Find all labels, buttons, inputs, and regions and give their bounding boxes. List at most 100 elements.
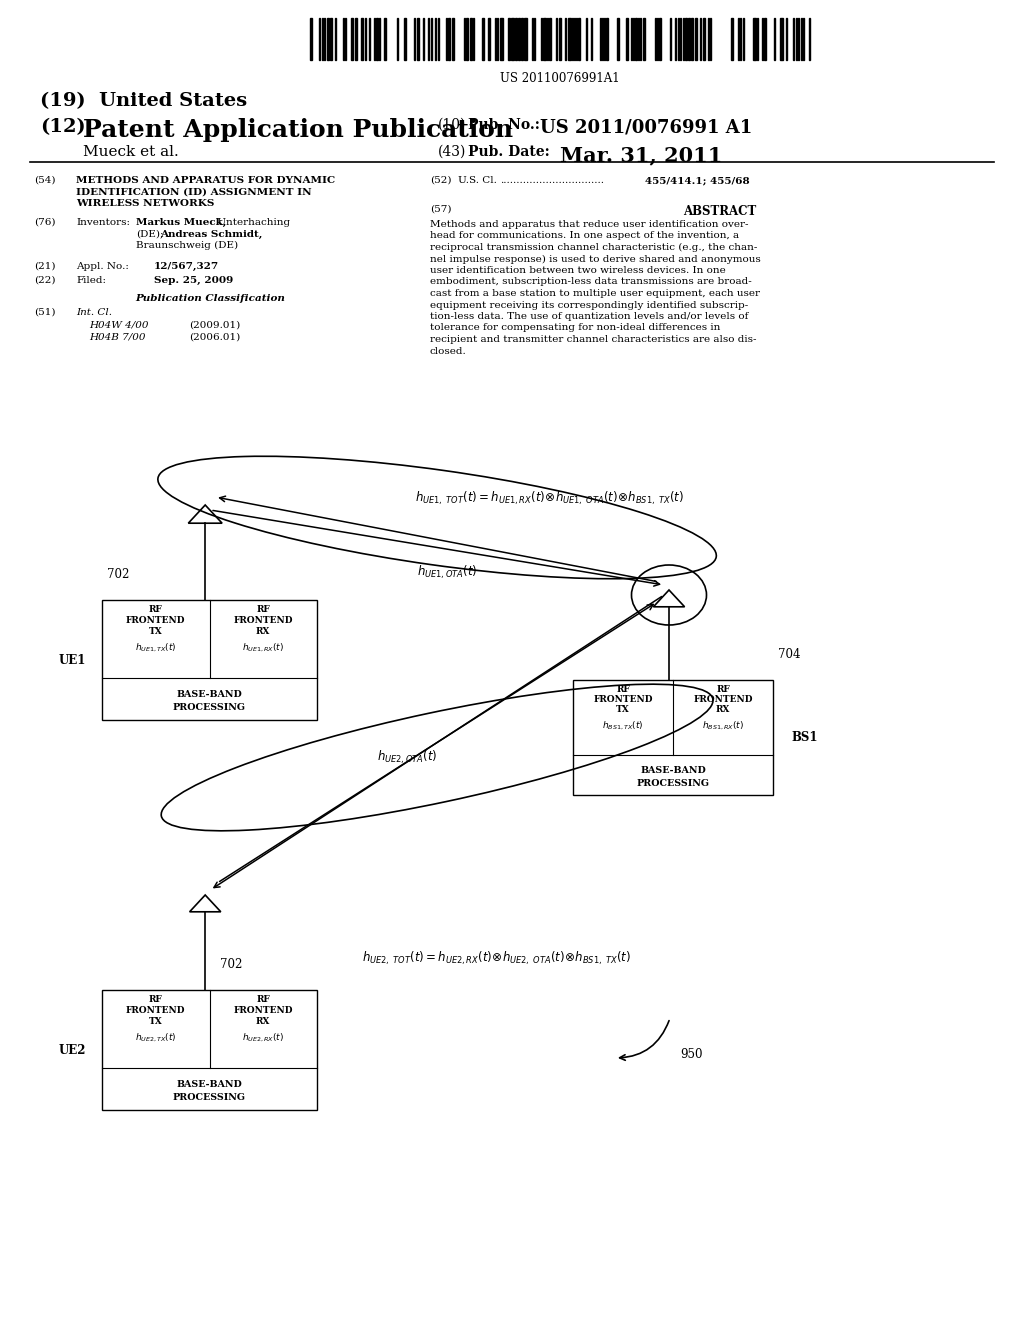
Text: (2006.01): (2006.01) (189, 333, 241, 342)
Bar (685, 18, 687, 59)
Text: FRONTEND: FRONTEND (233, 616, 293, 624)
Text: 12/567,327: 12/567,327 (154, 261, 219, 271)
Text: 455/414.1; 455/68: 455/414.1; 455/68 (645, 176, 750, 185)
Text: Appl. No.:: Appl. No.: (76, 261, 129, 271)
Text: Patent Application Publication: Patent Application Publication (83, 117, 513, 143)
Text: Andreas Schmidt,: Andreas Schmidt, (160, 230, 262, 239)
Text: Filed:: Filed: (76, 276, 106, 285)
Text: BS1: BS1 (791, 731, 817, 744)
Text: 704: 704 (778, 648, 801, 661)
Bar (643, 18, 645, 59)
Text: head for communications. In one aspect of the invention, a: head for communications. In one aspect o… (430, 231, 739, 240)
Text: RF: RF (256, 995, 270, 1005)
Bar (466, 18, 468, 59)
Text: PROCESSING: PROCESSING (173, 704, 246, 713)
Text: FRONTEND: FRONTEND (126, 616, 185, 624)
Text: FRONTEND: FRONTEND (593, 696, 652, 704)
Text: (43): (43) (438, 145, 466, 158)
Bar (452, 18, 454, 59)
Bar (511, 18, 514, 59)
Bar (470, 18, 472, 59)
Text: (52): (52) (430, 176, 452, 185)
Text: BASE-BAND: BASE-BAND (176, 1080, 243, 1089)
Bar (330, 18, 332, 59)
Bar (606, 18, 608, 59)
Text: 702: 702 (220, 958, 243, 972)
Text: U.S. Cl.: U.S. Cl. (458, 176, 497, 185)
Text: Markus Mueck,: Markus Mueck, (136, 218, 226, 227)
Text: (10): (10) (438, 117, 466, 132)
Text: Mueck et al.: Mueck et al. (83, 145, 179, 158)
Text: Int. Cl.: Int. Cl. (76, 308, 112, 317)
Text: Publication Classification: Publication Classification (135, 294, 285, 304)
Text: (DE);: (DE); (136, 230, 164, 239)
Bar (764, 18, 766, 59)
Text: recipient and transmitter channel characteristics are also dis-: recipient and transmitter channel charac… (430, 335, 757, 345)
Text: embodiment, subscription-less data transmissions are broad-: embodiment, subscription-less data trans… (430, 277, 752, 286)
Text: METHODS AND APPARATUS FOR DYNAMIC: METHODS AND APPARATUS FOR DYNAMIC (76, 176, 335, 185)
Text: $h_{UE2,TX}(t)$: $h_{UE2,TX}(t)$ (135, 1032, 176, 1044)
Bar (524, 18, 527, 59)
Bar (635, 18, 637, 59)
Text: (57): (57) (430, 205, 452, 214)
Text: equipment receiving its correspondingly identified subscrip-: equipment receiving its correspondingly … (430, 301, 749, 309)
Bar (355, 18, 357, 59)
Text: RF: RF (148, 995, 163, 1005)
Bar (102, 601, 317, 719)
Text: user identification between two wireless devices. In one: user identification between two wireless… (430, 267, 726, 275)
Text: WIRELESS NETWORKS: WIRELESS NETWORKS (76, 199, 214, 209)
Text: reciprocal transmission channel characteristic (e.g., the chan-: reciprocal transmission channel characte… (430, 243, 758, 252)
Bar (482, 18, 484, 59)
Text: PROCESSING: PROCESSING (173, 1093, 246, 1102)
Bar (515, 18, 517, 59)
Text: tolerance for compensating for non-ideal differences in: tolerance for compensating for non-ideal… (430, 323, 720, 333)
Text: RX: RX (256, 1016, 270, 1026)
Bar (417, 18, 419, 59)
Text: Braunschweig (DE): Braunschweig (DE) (136, 242, 239, 249)
Text: tion-less data. The use of quantization levels and/or levels of: tion-less data. The use of quantization … (430, 312, 749, 321)
Bar (626, 18, 628, 59)
Bar (518, 18, 520, 59)
Bar (488, 18, 490, 59)
Text: (51): (51) (34, 308, 55, 317)
Bar (731, 18, 733, 59)
Text: RF: RF (256, 605, 270, 614)
Text: (2009.01): (2009.01) (189, 321, 241, 330)
Text: $h_{UE2, OTA}(t)$: $h_{UE2, OTA}(t)$ (377, 748, 437, 766)
Bar (404, 18, 406, 59)
Text: RF: RF (148, 605, 163, 614)
Text: Sep. 25, 2009: Sep. 25, 2009 (154, 276, 233, 285)
Bar (753, 18, 756, 59)
Text: US 2011/0076991 A1: US 2011/0076991 A1 (540, 117, 753, 136)
Text: closed.: closed. (430, 346, 467, 355)
Text: $h_{UE2,\ TOT}(t) = h_{UE2,RX}(t)\!\otimes\! h_{UE2,\ OTA}(t)\!\otimes\! h_{BS1,: $h_{UE2,\ TOT}(t) = h_{UE2,RX}(t)\!\otim… (362, 949, 631, 966)
Text: TX: TX (148, 627, 163, 636)
Text: 702: 702 (106, 569, 129, 582)
Bar (361, 18, 362, 59)
Text: Pub. Date:: Pub. Date: (468, 145, 550, 158)
Text: (22): (22) (34, 276, 55, 285)
Text: (12): (12) (40, 117, 86, 136)
Text: FRONTEND: FRONTEND (233, 1006, 293, 1015)
Bar (327, 18, 329, 59)
Text: Inventors:: Inventors: (76, 218, 130, 227)
Text: $h_{UE1,TX}(t)$: $h_{UE1,TX}(t)$ (135, 642, 176, 655)
Bar (521, 18, 523, 59)
Text: FRONTEND: FRONTEND (693, 696, 753, 704)
Text: Pub. No.:: Pub. No.: (468, 117, 540, 132)
Bar (578, 18, 580, 59)
Text: (76): (76) (34, 218, 55, 227)
Text: PROCESSING: PROCESSING (637, 779, 710, 788)
Text: $h_{UE1,\ TOT}(t) = h_{UE1,RX}(t)\!\otimes\! h_{UE1,\ OTA}(t)\!\otimes\! h_{BS1,: $h_{UE1,\ TOT}(t) = h_{UE1,RX}(t)\!\otim… (415, 490, 684, 507)
Text: UE1: UE1 (58, 653, 86, 667)
Text: BASE-BAND: BASE-BAND (640, 767, 706, 775)
Text: (19)  United States: (19) United States (40, 92, 247, 110)
Text: (54): (54) (34, 176, 55, 185)
Text: cast from a base station to multiple user equipment, each user: cast from a base station to multiple use… (430, 289, 760, 298)
Bar (695, 18, 697, 59)
Text: ABSTRACT: ABSTRACT (683, 205, 757, 218)
Text: $h_{BS1,TX}(t)$: $h_{BS1,TX}(t)$ (602, 719, 644, 733)
Text: TX: TX (148, 1016, 163, 1026)
Text: $h_{UE1,RX}(t)$: $h_{UE1,RX}(t)$ (242, 642, 285, 655)
Text: UE2: UE2 (58, 1044, 86, 1056)
